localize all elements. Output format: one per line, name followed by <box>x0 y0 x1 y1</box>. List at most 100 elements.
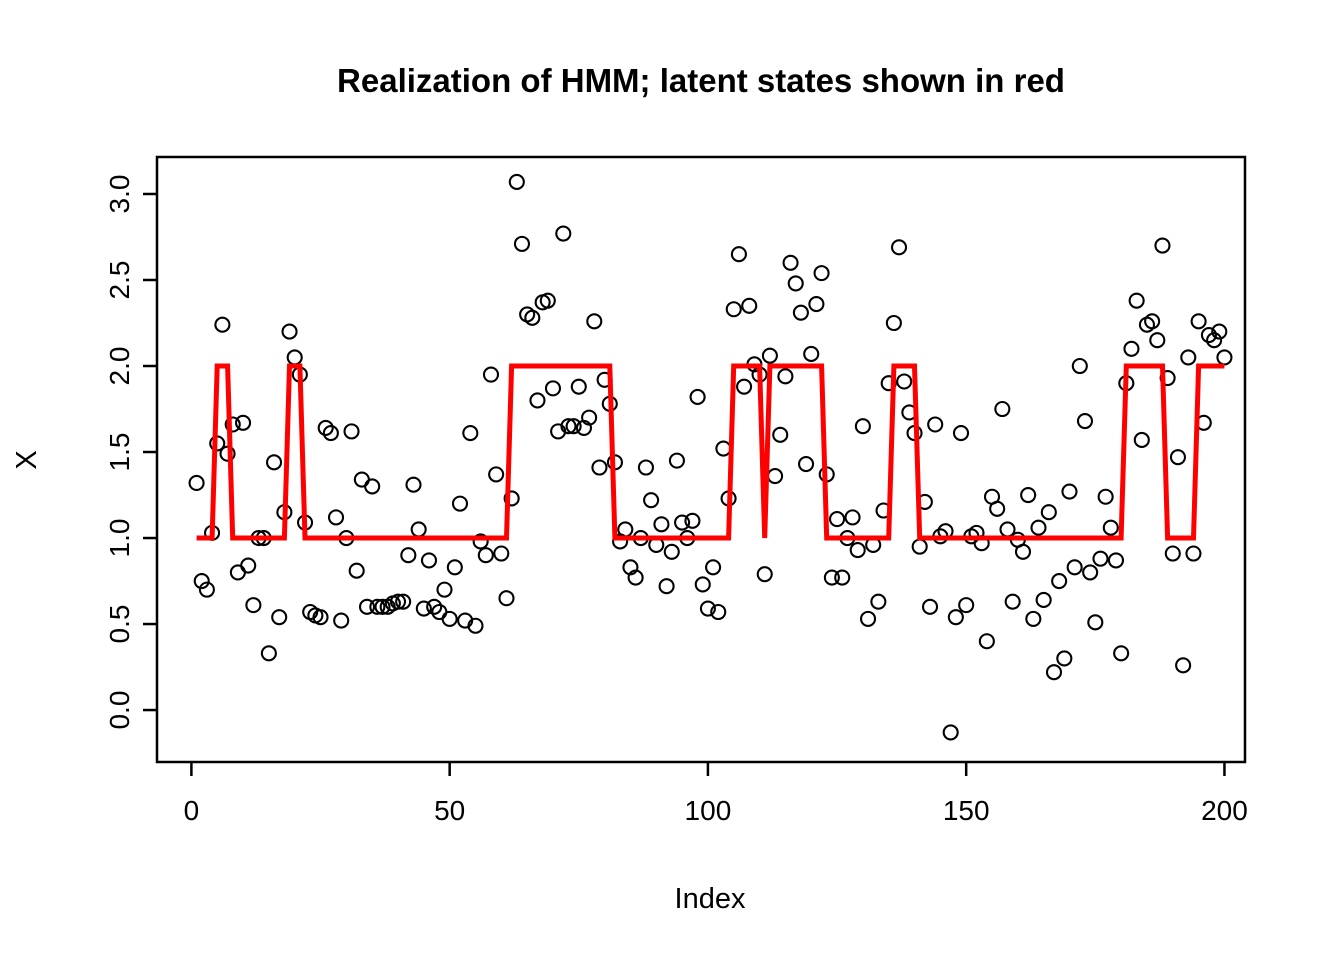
observation-point <box>736 378 753 395</box>
observation-point <box>420 552 438 569</box>
observation-point <box>482 366 500 383</box>
observation-point <box>513 235 531 252</box>
observation-point <box>389 593 407 610</box>
y-tick-label: 2.0 <box>104 347 135 386</box>
observation-point <box>240 557 257 574</box>
observation-point <box>488 466 505 483</box>
observation-point <box>741 297 758 314</box>
observation-point <box>772 426 789 443</box>
observation-point <box>198 581 215 598</box>
observation-point <box>1144 313 1161 330</box>
observation-point <box>369 598 386 615</box>
observation-point <box>312 609 329 626</box>
observation-point <box>792 304 809 321</box>
observation-point <box>1066 559 1083 576</box>
observation-point <box>591 459 608 476</box>
observation-point <box>333 612 350 629</box>
observation-point <box>705 559 722 576</box>
observation-point <box>834 569 851 586</box>
observation-point <box>1206 332 1223 349</box>
observation-point <box>978 633 995 650</box>
observation-point <box>1051 572 1068 590</box>
observation-point <box>317 419 334 436</box>
observation-point <box>503 490 520 507</box>
observation-point <box>730 246 747 263</box>
observation-point <box>1149 332 1166 349</box>
observation-point <box>343 423 360 440</box>
observation-point <box>1107 552 1125 569</box>
observation-point <box>1190 313 1207 330</box>
observation-point <box>844 509 861 526</box>
observation-point <box>1154 237 1171 254</box>
observation-point <box>1216 349 1233 366</box>
observation-point <box>426 598 443 615</box>
observation-point <box>1092 550 1109 567</box>
x-tick-label: 100 <box>685 795 732 826</box>
observation-point <box>756 566 773 583</box>
y-tick-label: 1.5 <box>104 433 135 472</box>
observation-point <box>286 349 303 366</box>
observation-point <box>1123 340 1140 357</box>
x-axis-label: Index <box>675 883 746 915</box>
observation-point <box>265 454 283 471</box>
observation-point <box>637 459 654 476</box>
x-tick-label: 200 <box>1201 795 1248 826</box>
observation-point <box>400 547 417 564</box>
observation-point <box>1133 431 1150 449</box>
observation-point <box>374 598 391 615</box>
observation-point <box>441 610 458 627</box>
observation-point <box>1014 543 1032 560</box>
observation-point <box>890 239 908 256</box>
observation-point <box>565 418 582 435</box>
x-tick-label: 50 <box>434 795 465 826</box>
observation-point <box>1164 545 1181 562</box>
observation-point <box>462 425 479 442</box>
observation-point <box>451 495 469 512</box>
observation-point <box>1200 326 1217 344</box>
observation-point <box>663 543 680 560</box>
observation-point <box>1040 504 1057 521</box>
observation-point <box>1211 323 1228 340</box>
observation-point <box>1076 413 1094 430</box>
observation-point <box>508 173 525 190</box>
observation-point <box>803 345 820 363</box>
observation-point <box>395 593 412 610</box>
observation-point <box>653 516 670 533</box>
observation-point <box>1025 610 1042 627</box>
plot-frame <box>155 155 1247 764</box>
observation-point <box>911 538 928 555</box>
observation-point <box>1004 593 1021 610</box>
observation-point <box>436 581 453 598</box>
observation-point <box>477 547 494 564</box>
observation-point <box>245 597 262 614</box>
observation-point <box>193 572 210 590</box>
observation-point <box>188 474 205 492</box>
observation-point <box>322 425 339 442</box>
observation-point <box>498 590 515 607</box>
observation-point <box>1030 519 1047 536</box>
observation-point <box>1045 664 1063 681</box>
latent-state-line <box>196 363 1225 541</box>
observation-point <box>947 609 964 626</box>
observation-point <box>560 418 577 435</box>
observation-point <box>942 724 959 741</box>
observation-point <box>921 598 939 615</box>
observation-point <box>1061 483 1078 500</box>
observation-point <box>327 509 345 526</box>
observation-point <box>725 301 742 318</box>
observation-point <box>353 471 370 488</box>
observation-point <box>710 603 727 621</box>
observation-point <box>994 400 1011 418</box>
y-tick-label: 3.0 <box>104 175 135 214</box>
observation-point <box>529 392 546 409</box>
observation-point <box>684 512 701 529</box>
observation-point <box>668 452 685 469</box>
observation-point <box>1185 545 1202 562</box>
observation-point <box>405 476 422 493</box>
chart-title: Realization of HMM; latent states shown … <box>337 62 1065 99</box>
observation-point <box>1020 486 1037 504</box>
observation-point <box>1175 657 1192 674</box>
observation-point <box>617 521 634 538</box>
y-tick-label: 1.0 <box>104 519 135 558</box>
